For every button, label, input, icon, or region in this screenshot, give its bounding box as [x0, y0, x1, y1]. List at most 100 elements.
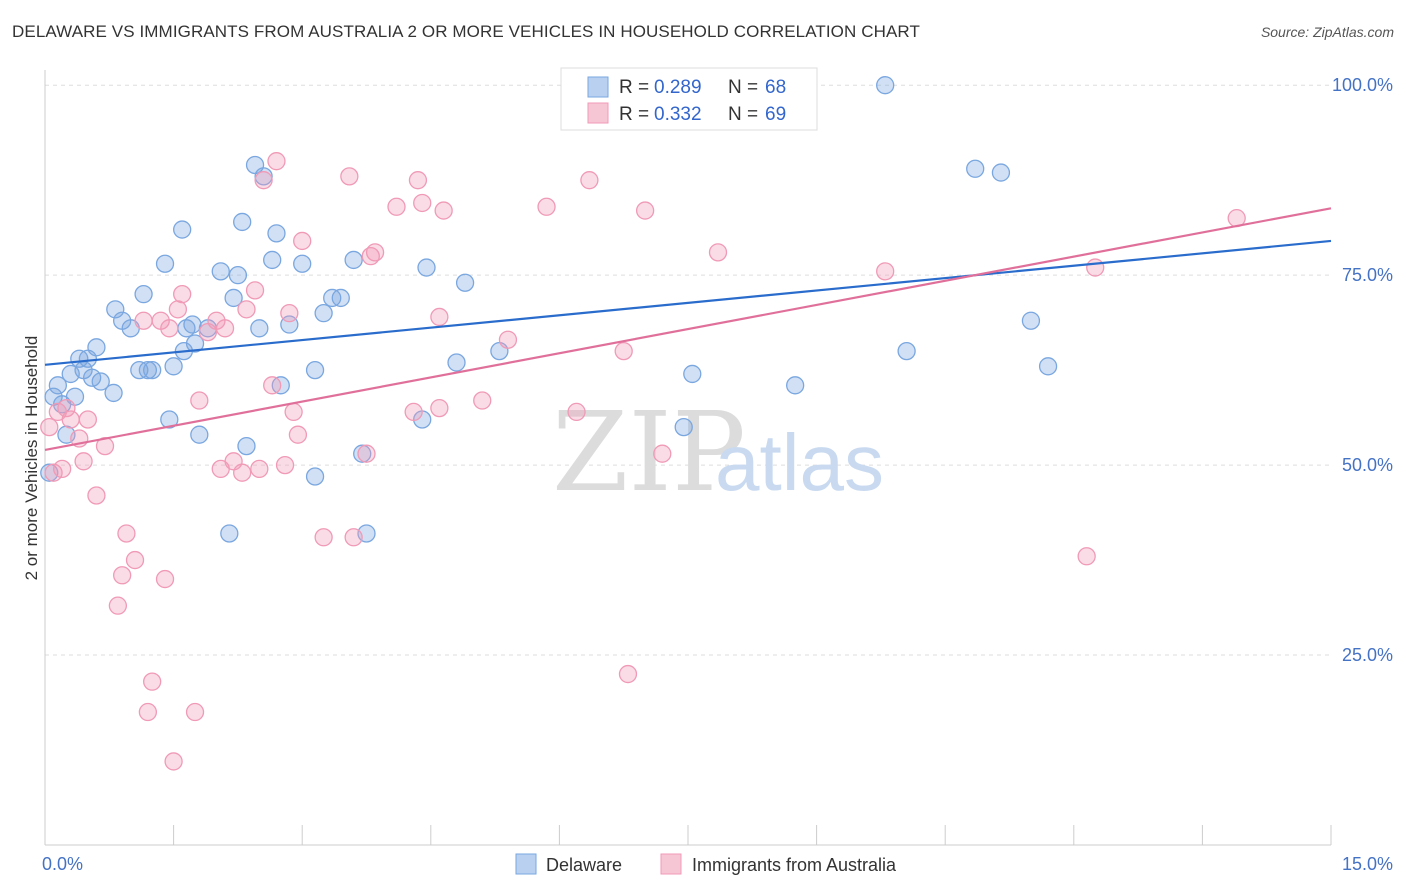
- australia-point: [288, 425, 308, 444]
- legend-n-label-1: N =: [728, 77, 758, 98]
- australia-point: [190, 391, 209, 410]
- bottom-legend-swatch-delaware: [515, 853, 537, 875]
- delaware-point: [683, 364, 702, 384]
- australia-point: [537, 197, 556, 216]
- trend-lines: [44, 207, 1332, 451]
- bottom-legend: Delaware Immigrants from Australia: [515, 853, 897, 875]
- watermark: ZIP atlas: [552, 388, 884, 516]
- australia-point: [134, 311, 153, 330]
- chart-title: DELAWARE VS IMMIGRANTS FROM AUSTRALIA 2 …: [12, 22, 920, 41]
- delaware-point: [305, 467, 325, 486]
- delaware-point: [220, 524, 239, 543]
- delaware-point: [897, 341, 916, 361]
- delaware-point: [331, 288, 350, 308]
- australia-point: [52, 459, 72, 479]
- australia-point: [263, 376, 282, 395]
- australia-point: [74, 452, 93, 471]
- australia-point: [57, 398, 76, 418]
- x-ticks: [173, 825, 1332, 845]
- delaware-point: [143, 360, 162, 380]
- australia-point: [430, 307, 449, 327]
- australia-point: [275, 455, 295, 475]
- australia-point: [876, 262, 895, 281]
- australia-point: [618, 664, 638, 684]
- australia-point: [250, 459, 269, 479]
- source-label: Source: ZipAtlas.com: [1260, 24, 1394, 40]
- australia-point: [1077, 547, 1096, 566]
- delaware-point: [314, 303, 333, 323]
- australia-point: [160, 319, 179, 338]
- delaware-point: [211, 262, 230, 281]
- delaware-point: [134, 284, 153, 304]
- australia-point: [473, 391, 492, 410]
- delaware-point: [138, 360, 158, 380]
- delaware-point: [991, 163, 1011, 182]
- australia-point: [267, 152, 286, 171]
- australia-point: [314, 528, 333, 547]
- legend-r-value-2: 0.332: [654, 104, 702, 125]
- australia-point: [344, 528, 363, 547]
- delaware-point: [164, 357, 183, 376]
- australia-point: [164, 752, 183, 771]
- delaware-point: [786, 376, 805, 395]
- delaware-points: [40, 76, 1058, 543]
- y-tick-labels: 25.0% 50.0% 75.0% 100.0%: [1332, 75, 1393, 665]
- australia-trend-line: [44, 207, 1332, 451]
- australia-point: [168, 300, 188, 319]
- australia-point: [1086, 258, 1105, 277]
- delaware-point: [185, 334, 205, 353]
- australia-point: [233, 463, 252, 482]
- delaware-point: [1038, 357, 1058, 376]
- australia-point: [125, 550, 145, 570]
- delaware-point: [293, 254, 312, 273]
- y-tick-label: 25.0%: [1342, 645, 1393, 665]
- legend-r-label-1: R =: [619, 77, 649, 98]
- delaware-point: [353, 444, 372, 463]
- delaware-point: [87, 338, 106, 357]
- delaware-point: [173, 220, 192, 239]
- legend: R = 0.289 N = 68 R = 0.332 N = 69: [560, 67, 818, 131]
- y-tick-label: 75.0%: [1342, 265, 1393, 285]
- australia-point: [434, 201, 453, 220]
- watermark-atlas: atlas: [715, 418, 884, 507]
- delaware-point: [305, 360, 325, 380]
- australia-point: [567, 402, 586, 422]
- y-axis-label: 2 or more Vehicles in Household: [22, 336, 41, 581]
- australia-point: [404, 402, 423, 422]
- australia-point: [87, 486, 106, 505]
- australia-point: [215, 319, 235, 338]
- australia-point: [635, 201, 655, 220]
- australia-point: [340, 167, 359, 186]
- delaware-point: [228, 265, 248, 285]
- australia-point: [580, 171, 599, 190]
- delaware-point: [106, 300, 125, 319]
- delaware-point: [1021, 311, 1041, 330]
- x-tick-label-start: 0.0%: [42, 854, 83, 874]
- delaware-point: [48, 376, 68, 395]
- delaware-point: [91, 372, 110, 391]
- delaware-point: [250, 319, 269, 338]
- australia-point: [365, 243, 385, 262]
- australia-point: [387, 197, 406, 216]
- bottom-legend-australia: Immigrants from Australia: [692, 855, 897, 875]
- delaware-point: [160, 410, 179, 429]
- bottom-legend-delaware: Delaware: [546, 855, 622, 875]
- delaware-point: [344, 250, 363, 270]
- australia-point: [254, 171, 273, 190]
- legend-swatch-delaware: [587, 76, 609, 98]
- bottom-legend-swatch-australia: [660, 853, 682, 875]
- australia-point: [108, 596, 128, 615]
- y-tick-label: 100.0%: [1332, 75, 1393, 95]
- australia-point: [614, 341, 633, 361]
- legend-r-value-1: 0.289: [654, 77, 702, 98]
- australia-point: [408, 171, 428, 190]
- australia-point: [498, 330, 518, 349]
- delaware-trend-line: [44, 239, 1332, 366]
- delaware-point: [966, 159, 985, 178]
- australia-point: [155, 569, 175, 589]
- australia-point: [117, 524, 136, 543]
- australia-point: [284, 402, 303, 422]
- australia-point: [245, 281, 265, 300]
- legend-n-value-1: 68: [765, 77, 786, 98]
